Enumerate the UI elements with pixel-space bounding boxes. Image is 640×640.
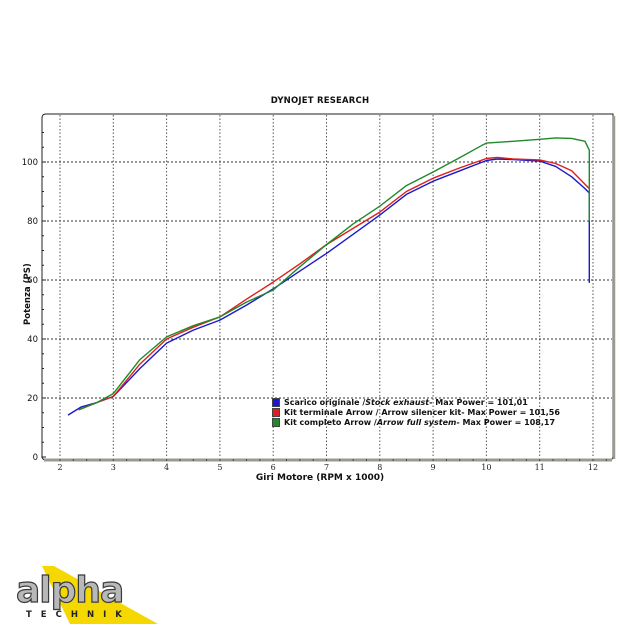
series-line-0 — [67, 158, 590, 416]
x-axis-label: Giri Motore (RPM x 1000) — [255, 473, 385, 483]
logo-technik-text: TECHNIK — [26, 610, 131, 620]
series-line-2 — [78, 137, 590, 411]
legend-swatch-green — [272, 417, 280, 427]
svg-text:20: 20 — [27, 394, 38, 404]
y-tick-labels: 0 20 40 60 80 100 — [22, 158, 38, 463]
svg-text:40: 40 — [27, 335, 38, 345]
axis-ticks — [42, 132, 607, 461]
svg-text:8: 8 — [377, 463, 382, 472]
plot-frame — [41, 113, 616, 462]
logo-alpha-text: alpha — [16, 570, 123, 611]
svg-text:80: 80 — [27, 217, 38, 227]
svg-text:2: 2 — [57, 463, 62, 472]
svg-text:10: 10 — [481, 463, 491, 472]
legend-item-silencer: Kit terminale Arrow / Arrow silencer kit… — [272, 408, 560, 418]
alpha-technik-logo: alpha TECHNIK — [15, 566, 158, 624]
svg-text:60: 60 — [27, 276, 38, 286]
legend-swatch-blue — [272, 398, 280, 408]
legend-item-full-system: Kit completo Arrow / Arrow full system -… — [272, 418, 560, 428]
svg-text:12: 12 — [588, 463, 598, 472]
svg-text:3: 3 — [111, 463, 116, 472]
series-line-1 — [78, 156, 590, 411]
chart-legend: Scarico originale / Stock exhaust - Max … — [272, 398, 560, 427]
gridlines — [43, 115, 612, 457]
svg-text:9: 9 — [431, 463, 436, 472]
svg-text:6: 6 — [271, 463, 276, 472]
svg-text:11: 11 — [535, 463, 545, 472]
svg-text:7: 7 — [324, 463, 329, 472]
x-tick-labels: 2 3 4 5 6 7 8 9 10 11 12 — [57, 463, 598, 472]
chart-title: DYNOJET RESEARCH — [270, 96, 370, 106]
y-axis-label: Potenza (PS) — [23, 263, 33, 325]
power-curves — [67, 137, 590, 416]
svg-text:100: 100 — [22, 158, 38, 168]
svg-text:0: 0 — [33, 453, 38, 463]
svg-text:4: 4 — [164, 463, 169, 472]
legend-item-stock: Scarico originale / Stock exhaust - Max … — [272, 398, 560, 408]
legend-swatch-red — [272, 408, 280, 418]
svg-text:5: 5 — [217, 463, 222, 472]
logo-yellow-swoosh — [42, 566, 158, 624]
